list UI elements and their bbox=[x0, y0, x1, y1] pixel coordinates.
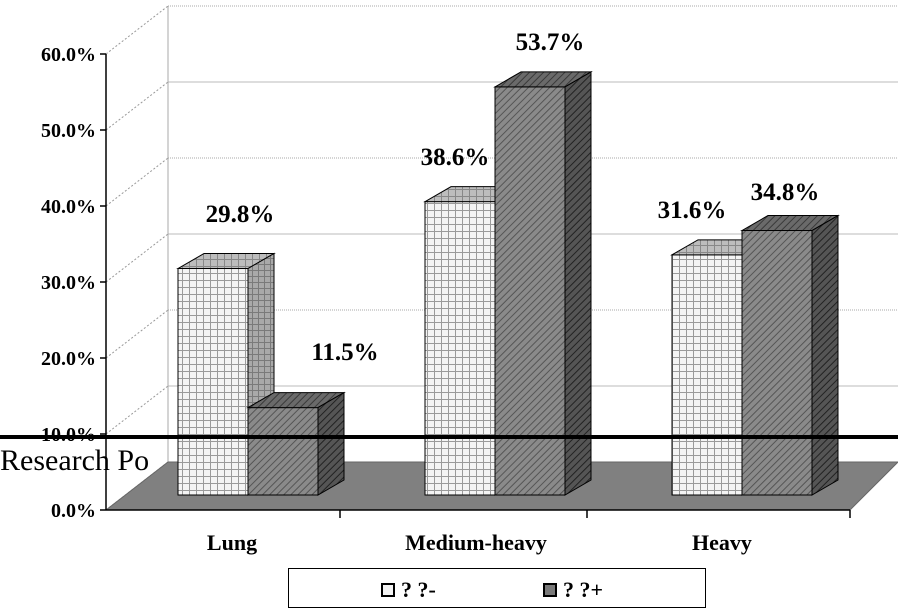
overlay-caption: Research Po bbox=[0, 444, 150, 477]
y-axis: 0.0%10.0%20.0%30.0%40.0%50.0%60.0% bbox=[41, 44, 851, 522]
gridline-diagonal bbox=[105, 5, 169, 55]
legend: ? ?- ? ?+ bbox=[288, 568, 706, 608]
x-tick-label: Lung bbox=[207, 530, 257, 555]
legend-swatch-hatch-icon bbox=[543, 583, 557, 597]
bar-side bbox=[317, 391, 345, 496]
y-tick-label: 50.0% bbox=[41, 120, 96, 142]
bar-medium-heavy-series-1 bbox=[424, 201, 496, 496]
bar-side bbox=[564, 71, 592, 496]
data-label: 38.6% bbox=[421, 144, 490, 171]
bar-medium-heavy-series-2 bbox=[494, 86, 566, 496]
data-label: 34.8% bbox=[751, 179, 820, 206]
bar-heavy-series-1 bbox=[671, 254, 743, 496]
data-label: 53.7% bbox=[516, 29, 585, 56]
y-tick-label: 60.0% bbox=[41, 44, 96, 66]
gridline-diagonal bbox=[105, 309, 169, 359]
bar-lung-series-1 bbox=[177, 268, 249, 496]
bars bbox=[176, 71, 840, 496]
legend-swatch-grid-icon bbox=[381, 583, 395, 597]
legend-label-2: ? ?+ bbox=[563, 577, 604, 602]
data-labels: 29.8% 11.5% 38.6% 53.7% 31.6% 34.8% bbox=[206, 29, 820, 366]
y-tick-label: 30.0% bbox=[41, 272, 96, 294]
bar-lung-series-2 bbox=[247, 407, 319, 496]
data-label: 31.6% bbox=[658, 197, 727, 224]
gridline-diagonal bbox=[105, 385, 169, 435]
horizontal-rule bbox=[0, 435, 898, 439]
y-tick-label: 0.0% bbox=[51, 500, 96, 522]
data-label: 11.5% bbox=[311, 339, 378, 366]
y-tick-label: 20.0% bbox=[41, 348, 96, 370]
data-label: 29.8% bbox=[206, 201, 275, 228]
bar-side bbox=[811, 214, 839, 496]
x-tick-label: Heavy bbox=[692, 530, 752, 555]
x-tick-label: Medium-heavy bbox=[405, 530, 547, 555]
y-tick-label: 40.0% bbox=[41, 196, 96, 218]
gridline-diagonal bbox=[105, 233, 169, 283]
legend-item-series-1: ? ?- bbox=[381, 577, 436, 603]
gridline-diagonal bbox=[105, 157, 169, 207]
x-axis-labels: Lung Medium-heavy Heavy bbox=[207, 530, 752, 555]
gridline-diagonal bbox=[105, 81, 169, 131]
legend-label-1: ? ?- bbox=[401, 577, 436, 602]
legend-item-series-2: ? ?+ bbox=[543, 577, 603, 603]
bar-heavy-series-2 bbox=[741, 230, 813, 496]
